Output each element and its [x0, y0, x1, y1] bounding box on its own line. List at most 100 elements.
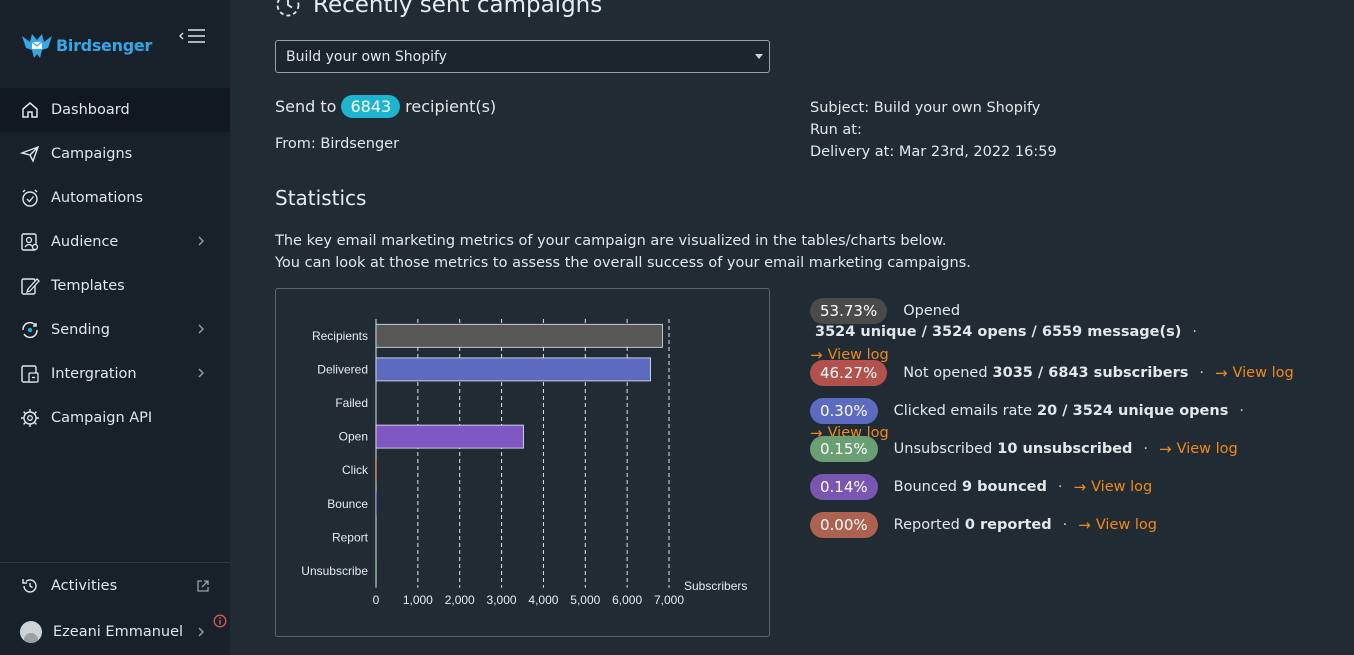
y-category-label: Bounce	[327, 497, 368, 511]
bar-chart: 0 1,000 2,000 3,000 4,000 5,000 6,000 7,000 Reci…	[301, 319, 747, 607]
send-to-line: Send to 6843 recipient(s)	[275, 95, 496, 118]
view-log-link[interactable]: → View log	[1215, 364, 1294, 382]
separator-dot: ·	[1057, 479, 1063, 495]
delivery-label: Delivery at:	[810, 144, 895, 160]
separator-dot: ·	[1143, 441, 1149, 457]
campaign-meta: Subject: Build your own Shopify Run at: …	[810, 97, 1057, 163]
x-tick-label: 1,000	[403, 593, 433, 607]
statistics-description-line: You can look at those metrics to assess …	[275, 255, 971, 271]
metric-detail: 3035 / 6843 subscribers	[992, 365, 1189, 381]
sidebar-item-label: Sending	[51, 322, 110, 338]
sidebar-item-campaigns[interactable]: Campaigns	[0, 132, 230, 176]
sidebar-item-label: Intergration	[51, 366, 137, 382]
template-edit-icon	[20, 276, 40, 296]
metric-detail: 10 unsubscribed	[997, 441, 1133, 457]
send-to-suffix: recipient(s)	[405, 97, 497, 116]
y-category-label: Failed	[335, 396, 368, 410]
user-menu[interactable]: Ezeani Emmanuel	[0, 609, 230, 655]
x-tick-label: 5,000	[570, 593, 600, 607]
delivery-line: Delivery at: Mar 23rd, 2022 16:59	[810, 141, 1057, 163]
audience-icon	[20, 232, 40, 252]
info-alert-icon[interactable]	[213, 614, 227, 628]
y-category-label: Unsubscribe	[301, 564, 368, 578]
view-log-label: View log	[1095, 517, 1157, 533]
sidebar-item-automations[interactable]: Automations	[0, 176, 230, 220]
view-log-link[interactable]: → View log	[1078, 516, 1157, 534]
sidebar-item-label: Campaign API	[51, 410, 153, 426]
view-log-label: View log	[1176, 441, 1238, 457]
bar	[375, 323, 663, 348]
run-at-label: Run at:	[810, 122, 862, 138]
metric-row: 0.00% Reported 0 reported · → View log	[810, 512, 1157, 538]
history-icon	[20, 576, 40, 596]
x-tick-label: 2,000	[445, 593, 475, 607]
alarm-clock-icon	[20, 188, 40, 208]
x-tick-label: 7,000	[654, 593, 684, 607]
sidebar-item-templates[interactable]: Templates	[0, 264, 230, 308]
sidebar-item-label: Templates	[51, 278, 125, 294]
x-tick-label: 0	[373, 593, 380, 607]
bar	[376, 492, 377, 516]
run-at-line: Run at:	[810, 119, 1057, 141]
user-name: Ezeani Emmanuel	[53, 624, 184, 640]
sidebar-item-campaign-api[interactable]: Campaign API	[0, 396, 230, 440]
campaign-select-value: Build your own Shopify	[286, 48, 447, 65]
metric-label: Bounced	[893, 479, 957, 495]
subject-value: Build your own Shopify	[873, 100, 1041, 116]
from-line: From: Birdsenger	[275, 136, 399, 152]
x-tick-label: 4,000	[528, 593, 558, 607]
gear-api-icon	[20, 408, 40, 428]
x-tick-label: 3,000	[487, 593, 517, 607]
separator-dot: ·	[1239, 403, 1244, 419]
sidebar-item-audience[interactable]: Audience	[0, 220, 230, 264]
metric-detail: 9 bounced	[961, 479, 1047, 495]
brand-name: Birdsenger	[56, 35, 152, 55]
metric-row: 53.73% Opened 3524 unique / 3524 opens / 6…	[810, 298, 1330, 364]
caret-down-icon	[755, 54, 763, 59]
y-category-label: Open	[339, 430, 368, 444]
separator-dot: ·	[1199, 365, 1204, 381]
sidebar-item-sending[interactable]: Sending	[0, 308, 230, 352]
from-label: From:	[275, 136, 316, 152]
sidebar-item-label: Dashboard	[51, 102, 130, 118]
metric-percent-badge: 0.15%	[810, 436, 878, 462]
sidebar-nav: Dashboard Campaigns Automations Audience…	[0, 88, 230, 440]
sending-icon	[20, 320, 40, 340]
campaign-select[interactable]: Build your own Shopify	[275, 40, 770, 73]
separator-dot: ·	[1062, 517, 1068, 533]
sidebar-item-activities[interactable]: Activities	[0, 563, 230, 609]
statistics-description-line: The key email marketing metrics of your …	[275, 233, 947, 249]
sidebar-item-label: Audience	[51, 234, 119, 250]
sidebar-collapse-button[interactable]	[178, 27, 206, 47]
bar	[376, 559, 377, 583]
brand-logo[interactable]: Birdsenger	[20, 28, 152, 62]
send-to-prefix: Send to	[275, 97, 337, 116]
clock-dashed-icon	[275, 0, 301, 18]
sidebar-item-integration[interactable]: Intergration	[0, 352, 230, 396]
external-link-icon[interactable]	[196, 579, 210, 593]
avatar	[20, 621, 42, 643]
page-title-text: Recently sent campaigns	[313, 0, 603, 18]
sidebar: Birdsenger Dashboard Campaigns Automatio…	[0, 0, 230, 655]
paper-plane-icon	[20, 144, 40, 164]
view-log-link[interactable]: → View log	[1074, 478, 1153, 496]
arrow-right-icon: →	[810, 346, 823, 364]
arrow-right-icon: →	[1214, 364, 1228, 382]
y-category-label: Click	[342, 463, 369, 477]
metric-detail: 20 / 3524 unique opens	[1037, 403, 1229, 419]
bar	[376, 458, 377, 482]
view-log-link[interactable]: → View log	[1159, 440, 1238, 458]
metric-percent-badge: 0.30%	[810, 398, 878, 424]
separator-dot: ·	[1192, 324, 1197, 340]
y-category-label: Recipients	[312, 329, 368, 343]
view-log-link[interactable]: → View log	[810, 346, 1330, 364]
page-title: Recently sent campaigns	[275, 0, 602, 18]
metric-percent-badge: 53.73%	[810, 298, 888, 324]
arrow-right-icon: →	[1078, 516, 1091, 534]
from-value: Birdsenger	[320, 136, 400, 152]
metric-percent-badge: 46.27%	[810, 360, 888, 386]
chevron-right-icon	[198, 627, 204, 637]
view-log-label: View log	[1091, 479, 1153, 495]
metric-detail: 0 reported	[964, 517, 1052, 533]
sidebar-item-dashboard[interactable]: Dashboard	[0, 88, 230, 132]
